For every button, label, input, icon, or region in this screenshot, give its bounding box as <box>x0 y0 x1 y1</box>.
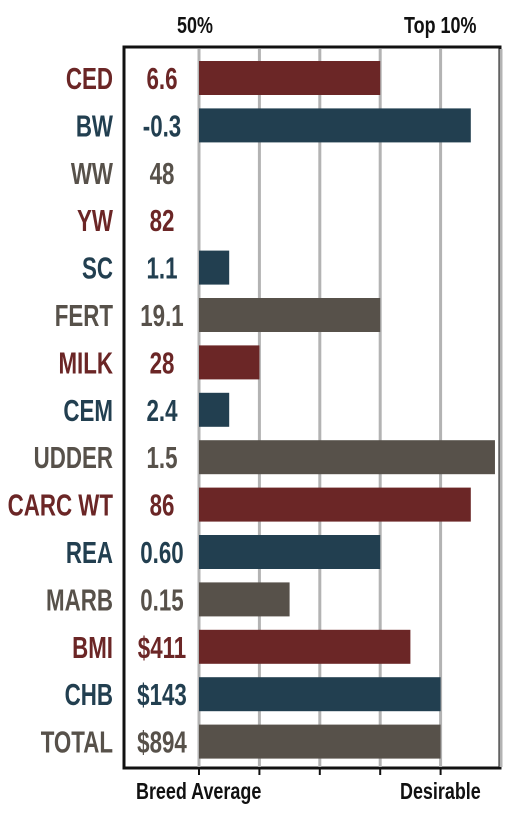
row-label-rea: REA <box>66 535 113 569</box>
bar-ced <box>199 61 381 95</box>
row-label-ww: WW <box>71 156 114 190</box>
bar-bmi <box>199 629 411 664</box>
row-value-marb: 0.15 <box>140 583 183 617</box>
bar-total <box>199 724 441 759</box>
bar-rea <box>199 535 381 569</box>
bar-marb <box>199 582 290 617</box>
row-value-sc: 1.1 <box>146 251 177 285</box>
row-value-udder: 1.5 <box>146 441 177 475</box>
row-label-udder: UDDER <box>34 441 113 475</box>
row-label-fert: FERT <box>55 298 114 332</box>
footer-desirable: Desirable <box>400 778 481 804</box>
row-value-rea: 0.60 <box>140 535 183 569</box>
bar-carc-wt <box>199 487 471 522</box>
row-label-sc: SC <box>82 251 113 285</box>
bar-milk <box>199 345 260 380</box>
row-label-total: TOTAL <box>41 725 113 759</box>
row-label-ced: CED <box>66 61 113 95</box>
row-value-milk: 28 <box>150 346 175 380</box>
bar-cem <box>199 392 230 427</box>
header-breed-average-percent: 50% <box>177 12 213 38</box>
row-label-yw: YW <box>77 204 113 238</box>
bar-chb <box>199 677 441 712</box>
bar-sc <box>199 250 230 285</box>
row-label-chb: CHB <box>65 678 113 712</box>
row-label-milk: MILK <box>58 346 113 380</box>
row-label-bw: BW <box>76 109 114 143</box>
row-label-carc-wt: CARC WT <box>8 488 114 522</box>
row-label-cem: CEM <box>63 393 113 427</box>
header-top-ten-percent: Top 10% <box>404 12 477 38</box>
row-label-marb: MARB <box>46 583 113 617</box>
bar-udder <box>199 440 495 475</box>
row-label-bmi: BMI <box>72 630 113 664</box>
bar-bw <box>199 108 471 143</box>
row-value-total: $894 <box>137 725 187 759</box>
row-value-cem: 2.4 <box>146 393 177 427</box>
row-value-bw: -0.3 <box>143 109 181 143</box>
row-value-ced: 6.6 <box>146 61 177 95</box>
row-value-fert: 19.1 <box>140 298 183 332</box>
row-value-chb: $143 <box>137 678 187 712</box>
row-value-yw: 82 <box>150 204 175 238</box>
footer-breed-average: Breed Average <box>136 778 262 804</box>
row-value-carc-wt: 86 <box>150 488 175 522</box>
row-value-ww: 48 <box>150 156 175 190</box>
bar-fert <box>199 298 381 332</box>
row-value-bmi: $411 <box>138 630 186 664</box>
